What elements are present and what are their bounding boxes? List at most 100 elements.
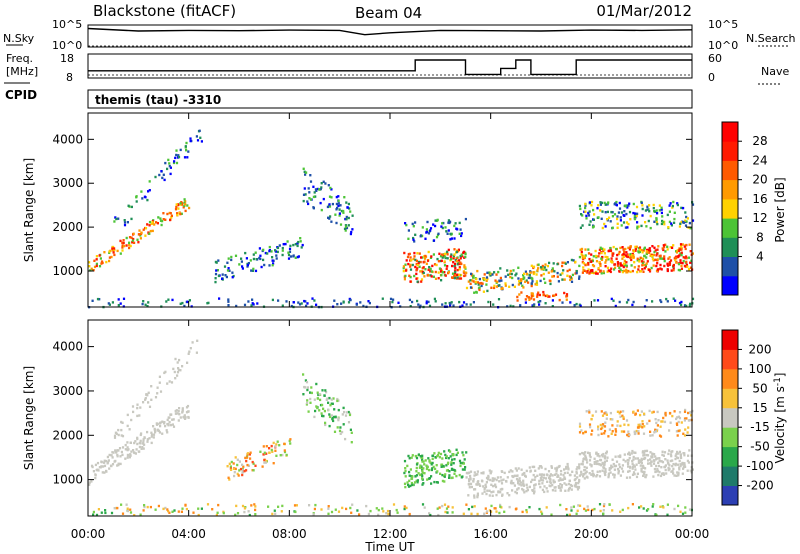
scatter-point	[614, 433, 617, 436]
scatter-point	[377, 508, 380, 512]
scatter-point	[142, 228, 145, 231]
scatter-point	[543, 490, 546, 494]
scatter-point	[179, 369, 182, 372]
scatter-point	[414, 475, 417, 478]
scatter-point	[612, 252, 615, 255]
scatter-point	[616, 260, 619, 264]
scatter-point	[588, 201, 591, 204]
scatter-point	[494, 279, 497, 282]
scatter-point	[392, 298, 395, 301]
scatter-point	[593, 507, 596, 511]
scatter-point	[136, 238, 139, 241]
scatter-point	[117, 433, 120, 437]
scatter-point	[486, 271, 489, 274]
scatter-point	[523, 272, 526, 275]
scatter-point	[142, 300, 145, 303]
scatter-point	[112, 451, 115, 454]
scatter-point	[270, 250, 273, 253]
scatter-point	[613, 213, 617, 216]
scatter-point	[247, 262, 250, 265]
scatter-point	[561, 278, 564, 281]
scatter-point	[154, 508, 157, 511]
scatter-point	[618, 465, 622, 469]
scatter-point	[158, 375, 161, 378]
scatter-point	[125, 244, 128, 247]
scatter-point	[94, 476, 97, 480]
scatter-point	[581, 451, 584, 455]
scatter-point	[428, 477, 431, 480]
scatter-point	[437, 271, 440, 274]
scatter-point	[415, 466, 418, 470]
scatter-point	[576, 485, 579, 489]
scatter-point	[465, 503, 468, 506]
scatter-point	[345, 226, 349, 230]
scatter-point	[619, 410, 622, 413]
scatter-point	[621, 508, 624, 512]
scatter-point	[458, 221, 461, 225]
scatter-point	[532, 294, 535, 298]
scatter-point	[171, 418, 174, 421]
scatter-point	[532, 272, 535, 276]
scatter-point	[305, 380, 309, 384]
scatter-point	[684, 247, 687, 251]
scatter-point	[477, 283, 480, 286]
scatter-point	[321, 403, 324, 407]
scatter-point	[473, 291, 476, 294]
scatter-point	[403, 459, 407, 463]
scatter-point	[627, 470, 630, 473]
scatter-point	[422, 266, 425, 269]
scatter-point	[418, 265, 421, 268]
scatter-point	[458, 273, 461, 277]
scatter-point	[584, 202, 587, 206]
scatter-point	[587, 211, 590, 215]
scatter-point	[342, 423, 345, 426]
scatter-point	[413, 240, 416, 243]
scatter-point	[177, 207, 180, 210]
scatter-point	[428, 304, 432, 308]
scatter-point	[294, 510, 297, 514]
scatter-point	[316, 397, 319, 400]
scatter-point	[445, 230, 448, 233]
scatter-point	[298, 303, 302, 306]
scatter-point	[677, 420, 680, 424]
scatter-point	[232, 467, 236, 470]
scatter-point	[617, 252, 620, 256]
scatter-point	[444, 256, 447, 260]
scatter-point	[582, 266, 585, 269]
scatter-point	[139, 442, 142, 445]
scatter-point	[499, 491, 502, 494]
scatter-point	[613, 476, 616, 479]
scatter-point	[377, 513, 380, 517]
scatter-point	[163, 178, 166, 182]
scatter-point	[604, 211, 607, 214]
scatter-point	[566, 261, 569, 264]
scatter-point	[571, 273, 574, 277]
scatter-point	[661, 450, 664, 453]
scatter-point	[645, 509, 649, 512]
scatter-point	[450, 468, 454, 471]
scatter-point	[615, 247, 618, 251]
scatter-point	[480, 471, 483, 475]
scatter-point	[436, 470, 439, 473]
scatter-point	[654, 418, 657, 421]
scatter-point	[330, 414, 333, 417]
scatter-point	[163, 371, 166, 375]
scatter-point	[483, 278, 486, 281]
scatter-point	[404, 222, 407, 225]
scatter-point	[683, 304, 687, 307]
scatter-point	[283, 449, 286, 452]
scatter-point	[590, 271, 594, 274]
scatter-point	[217, 274, 220, 278]
scatter-point	[625, 261, 628, 264]
scatter-point	[686, 459, 689, 463]
scatter-point	[446, 265, 449, 268]
scatter-point	[142, 442, 145, 445]
scatter-point	[268, 249, 271, 253]
scatter-point	[671, 414, 674, 418]
scatter-point	[409, 484, 412, 488]
scatter-point	[538, 465, 541, 468]
scatter-point	[637, 423, 640, 427]
scatter-point	[254, 269, 258, 273]
scatter-point	[90, 267, 93, 270]
scatter-point	[415, 474, 419, 477]
